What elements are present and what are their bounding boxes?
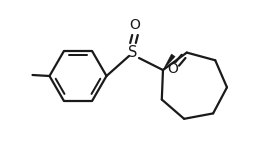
- Text: S: S: [128, 45, 138, 60]
- Polygon shape: [163, 54, 175, 70]
- Text: O: O: [130, 18, 140, 32]
- Text: O: O: [167, 62, 178, 76]
